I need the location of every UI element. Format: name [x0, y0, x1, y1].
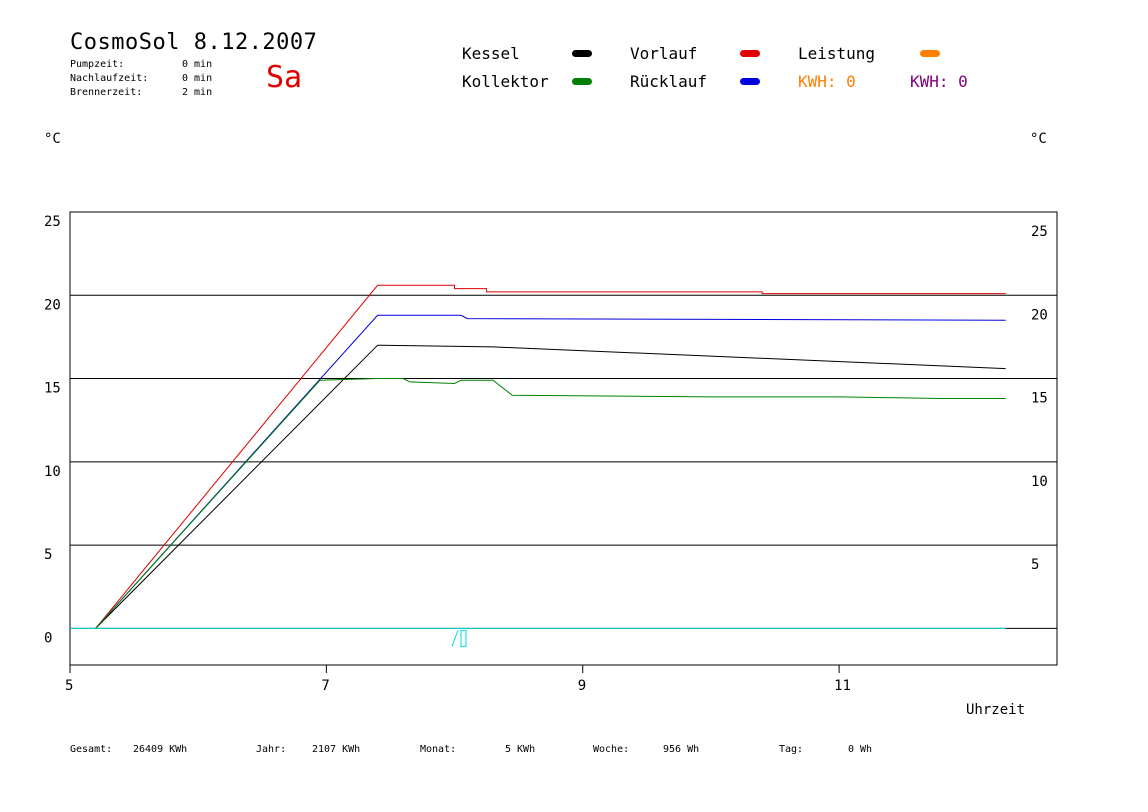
legend-kessel-swatch [572, 50, 592, 57]
legend-kessel-label: Kessel [462, 44, 520, 63]
y-tick-right-5: 5 [1031, 557, 1039, 573]
footer-monat-label: Monat: [420, 744, 457, 755]
y-tick-right-20: 20 [1031, 307, 1048, 323]
legend-leistung-label: Leistung [798, 44, 876, 63]
legend-leistung-swatch [920, 50, 940, 57]
brennerzeit-value: 2 min [182, 87, 213, 98]
y-tick-left-0: 0 [44, 630, 52, 646]
y-tick-right-15: 15 [1031, 391, 1048, 407]
x-tick-9: 9 [578, 678, 586, 694]
x-tick-11: 11 [834, 678, 851, 694]
footer-tag-value: 0 Wh [848, 744, 873, 755]
y-tick-left-5: 5 [44, 547, 52, 563]
nachlaufzeit-label: Nachlaufzeit: [70, 73, 149, 84]
footer-monat-value: 5 KWh [505, 744, 536, 755]
x-tick-5: 5 [65, 678, 73, 694]
footer-jahr-value: 2107 KWh [312, 744, 361, 755]
x-axis-label: Uhrzeit [966, 702, 1026, 718]
footer-woche-label: Woche: [593, 744, 630, 755]
y-tick-left-10: 10 [44, 464, 61, 480]
y-tick-left-25: 25 [44, 214, 61, 230]
weekday-label: Sa [266, 60, 303, 95]
brennerzeit-label: Brennerzeit: [70, 87, 143, 98]
legend-vorlauf-label: Vorlauf [630, 44, 698, 63]
series-line-kollektor [95, 378, 1006, 629]
series-line-vorlauf [95, 284, 1006, 629]
legend-ruecklauf-swatch [740, 78, 760, 85]
y-tick-left-15: 15 [44, 381, 61, 397]
footer-woche-value: 956 Wh [663, 744, 700, 755]
page-title: CosmoSol 8.12.2007 [70, 30, 318, 55]
footer-tag-label: Tag: [779, 744, 804, 755]
legend-kollektor-label: Kollektor [462, 72, 549, 91]
legend-ruecklauf-label: Rücklauf [630, 72, 708, 91]
legend-kollektor-swatch [572, 78, 592, 85]
burner-marker-icon [451, 629, 467, 647]
y-axis-left-unit: °C [44, 131, 61, 147]
y-tick-right-25: 25 [1031, 224, 1048, 240]
footer-gesamt-value: 26409 KWh [133, 744, 188, 755]
y-tick-left-20: 20 [44, 297, 61, 313]
y-tick-right-10: 10 [1031, 474, 1048, 490]
y-axis-right-unit: °C [1030, 131, 1047, 147]
pumpzeit-value: 0 min [182, 59, 213, 70]
x-tick-7: 7 [321, 678, 329, 694]
nachlaufzeit-value: 0 min [182, 73, 213, 84]
plot-frame [69, 211, 1058, 666]
series-line-rücklauf [95, 314, 1006, 629]
footer-jahr-label: Jahr: [256, 744, 287, 755]
kwh-orange-label: KWH: 0 [798, 72, 856, 91]
kwh-purple-label: KWH: 0 [910, 72, 968, 91]
series-line-kessel [95, 344, 1006, 629]
footer-gesamt-label: Gesamt: [70, 744, 113, 755]
pumpzeit-label: Pumpzeit: [70, 59, 125, 70]
legend-vorlauf-swatch [740, 50, 760, 57]
